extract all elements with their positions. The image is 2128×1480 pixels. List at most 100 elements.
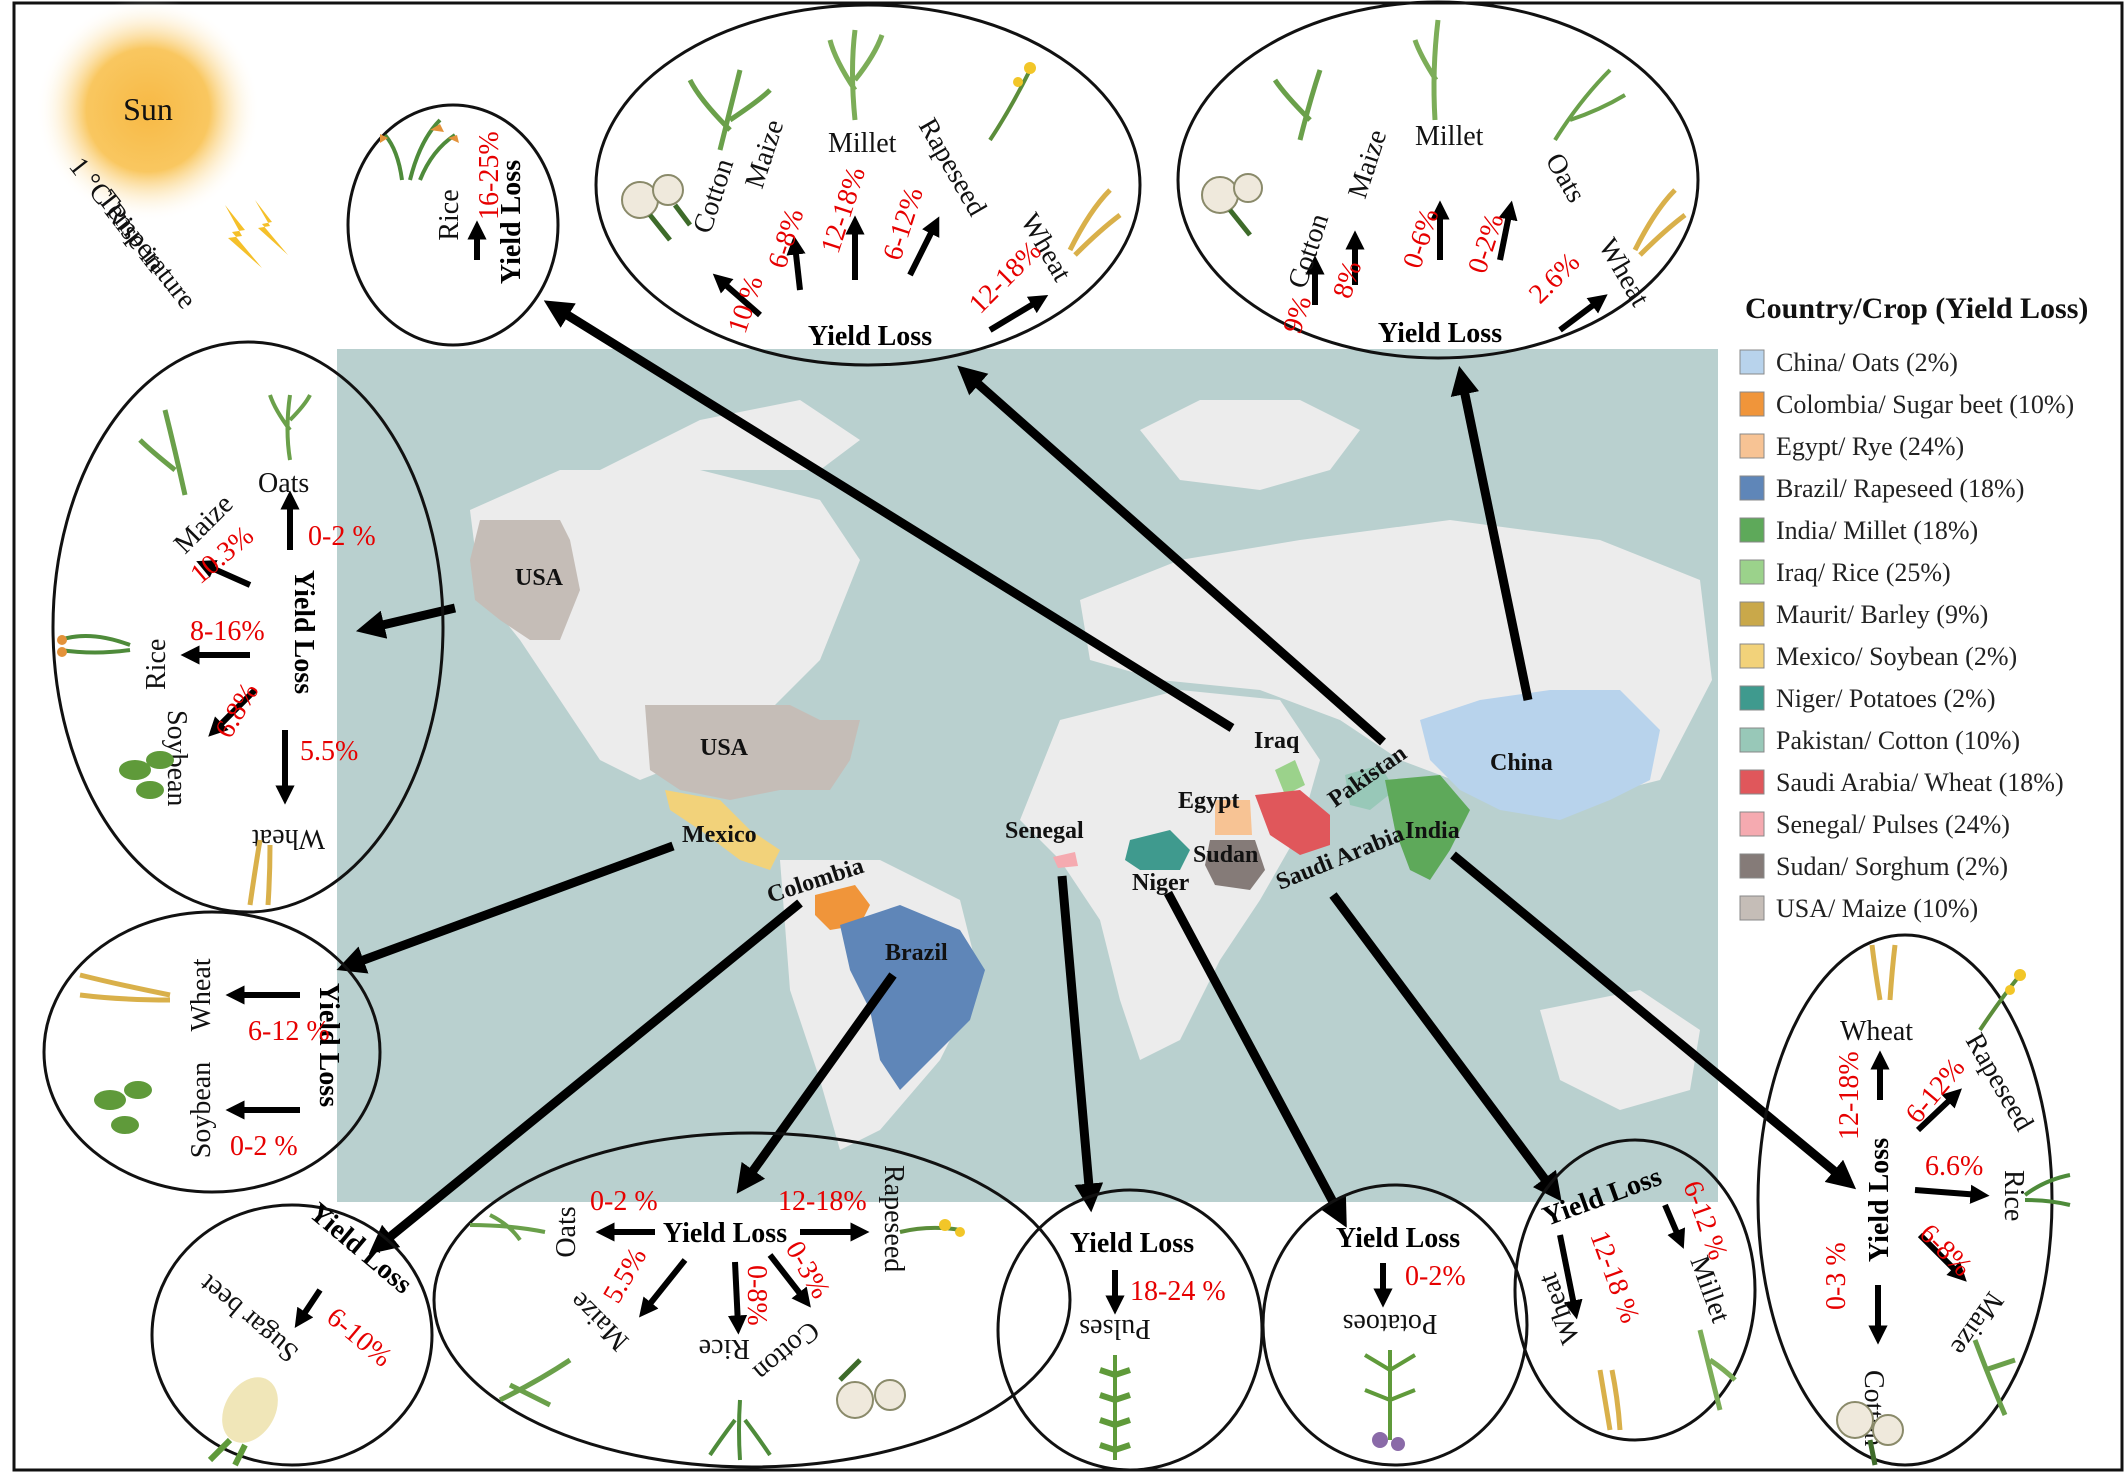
crop-label: Millet xyxy=(828,128,897,159)
crop-arrow xyxy=(907,216,940,277)
crop-label: Soybean xyxy=(186,1062,217,1158)
loss-value: 6-12% xyxy=(1900,1052,1972,1129)
legend-swatch xyxy=(1739,433,1765,459)
legend-label: Mexico/ Soybean (2%) xyxy=(1776,642,2017,671)
map-label-india: India xyxy=(1405,818,1460,844)
country-mexico xyxy=(665,790,780,870)
legend-item: Saudi Arabia/ Wheat (18%) xyxy=(1739,768,2064,797)
bubble-mexico: Yield Loss Wheat Soybean 6-12 % 0-2 % xyxy=(42,910,382,1194)
country-colombia xyxy=(815,885,870,930)
legend-swatch xyxy=(1739,475,1765,501)
world-map: USA USA Mexico Colombia Brazil Senegal N… xyxy=(337,349,1718,1202)
country-egypt xyxy=(1215,800,1252,835)
crop-arrow xyxy=(1915,1088,1962,1133)
legend-item: Brazil/ Rapeseed (18%) xyxy=(1739,474,2024,503)
crop-label: Wheat xyxy=(1840,1016,1913,1047)
bubble-ring xyxy=(42,910,382,1194)
rapeseed-icon xyxy=(1978,969,2026,1032)
loss-value: 12-18 % xyxy=(1583,1227,1645,1327)
bubble-pakistan: Yield Loss Cotton Maize Millet Rapeseed … xyxy=(594,3,1142,367)
country-senegal xyxy=(1053,852,1078,868)
soybean-icon xyxy=(94,1081,152,1134)
bubble-ring xyxy=(1513,1138,1757,1442)
loss-value: 6-10% xyxy=(321,1302,398,1374)
country-niger xyxy=(1125,830,1190,870)
cotton-icon xyxy=(621,174,692,242)
yield-loss-label: Yield Loss xyxy=(808,321,932,352)
country-sudan xyxy=(1205,840,1265,890)
legend-item: Niger/ Potatoes (2%) xyxy=(1739,684,1996,713)
legend-label: Colombia/ Sugar beet (10%) xyxy=(1776,390,2074,419)
crop-arrow xyxy=(727,1261,748,1335)
wheat-icon xyxy=(1869,944,1898,1001)
rice-icon xyxy=(2023,1173,2071,1207)
soybean-icon xyxy=(119,751,174,799)
crop-label: Maize xyxy=(739,116,790,192)
map-label-mexico: Mexico xyxy=(682,822,757,848)
legend-label: Saudi Arabia/ Wheat (18%) xyxy=(1776,768,2064,797)
crop-arrow xyxy=(196,560,252,588)
crop-arrow xyxy=(1497,200,1518,261)
maize-icon xyxy=(1972,1339,2016,1416)
legend-item: Pakistan/ Cotton (10%) xyxy=(1739,726,2020,755)
sun-icon xyxy=(36,0,260,222)
yield-loss-label: Yield Loss xyxy=(1070,1228,1194,1259)
crop-label: Rice xyxy=(434,189,465,240)
wheat-icon xyxy=(1597,1369,1623,1431)
legend-label: USA/ Maize (10%) xyxy=(1776,894,1978,923)
crop-arrow xyxy=(1914,1184,1990,1204)
potato-icon xyxy=(1363,1350,1417,1451)
crop-label: Oats xyxy=(1539,148,1592,208)
map-label-usa: USA xyxy=(700,735,749,761)
map-label-iraq: Iraq xyxy=(1254,728,1300,754)
lightning-icon xyxy=(255,200,288,255)
crop-label: Wheat xyxy=(1532,1269,1586,1348)
legend-label: Iraq/ Rice (25%) xyxy=(1776,558,1951,587)
legend-label: India/ Millet (18%) xyxy=(1776,516,1978,545)
crop-label: Wheat xyxy=(1592,233,1655,312)
bubble-india: Yield Loss Wheat Rapeseed Rice Maize Cot… xyxy=(1756,933,2071,1467)
crop-arrow xyxy=(767,1253,811,1308)
lightning-icon xyxy=(225,205,262,268)
country-alaska xyxy=(470,520,580,640)
legend-item: China/ Oats (2%) xyxy=(1739,348,1958,377)
rice-icon xyxy=(708,1399,772,1461)
crop-arrow xyxy=(712,273,762,318)
legend-swatch xyxy=(1739,517,1765,543)
loss-value: 8% xyxy=(1327,257,1368,302)
legend-item: USA/ Maize (10%) xyxy=(1739,894,1978,923)
cotton-icon xyxy=(836,1358,906,1419)
legend-label: Brazil/ Rapeseed (18%) xyxy=(1776,474,2024,503)
legend-item: Colombia/ Sugar beet (10%) xyxy=(1739,390,2074,419)
crop-label: Wheat xyxy=(252,823,325,854)
yield-loss-label: Yield Loss xyxy=(288,570,319,694)
legend-item: Iraq/ Rice (25%) xyxy=(1739,558,1951,587)
arrow-iraq xyxy=(543,300,1235,732)
map-label-brazil: Brazil xyxy=(885,940,948,966)
legend-label: Niger/ Potatoes (2%) xyxy=(1776,684,1996,713)
loss-value: 12-18% xyxy=(778,1186,867,1217)
legend-label: Sudan/ Sorghum (2%) xyxy=(1776,852,2008,881)
maize-icon xyxy=(498,1357,572,1408)
crop-arrow xyxy=(1662,1203,1686,1249)
crop-label: Pulses xyxy=(1079,1313,1151,1344)
bubble-senegal: Yield Loss 18-24 % Pulses xyxy=(996,1188,1264,1472)
millet-icon xyxy=(1412,19,1441,121)
bubble-ring xyxy=(51,340,445,914)
loss-value: 6-12 % xyxy=(248,1016,330,1047)
legend-label: Senegal/ Pulses (24%) xyxy=(1776,810,2010,839)
arrow-niger xyxy=(1164,890,1347,1228)
yield-loss-label: Yield Loss xyxy=(663,1218,787,1249)
legend-item: Sudan/ Sorghum (2%) xyxy=(1739,852,2008,881)
legend-label: Maurit/ Barley (9%) xyxy=(1776,600,1988,629)
crop-label: Cotton xyxy=(687,155,740,237)
legend-swatch xyxy=(1739,391,1765,417)
legend-swatch xyxy=(1739,685,1765,711)
country-usa xyxy=(645,705,860,800)
legend-item: Maurit/ Barley (9%) xyxy=(1739,600,1988,629)
loss-value: 0-2 % xyxy=(308,521,376,552)
loss-value: 0-2 % xyxy=(590,1186,658,1217)
legend-swatch xyxy=(1739,895,1765,921)
